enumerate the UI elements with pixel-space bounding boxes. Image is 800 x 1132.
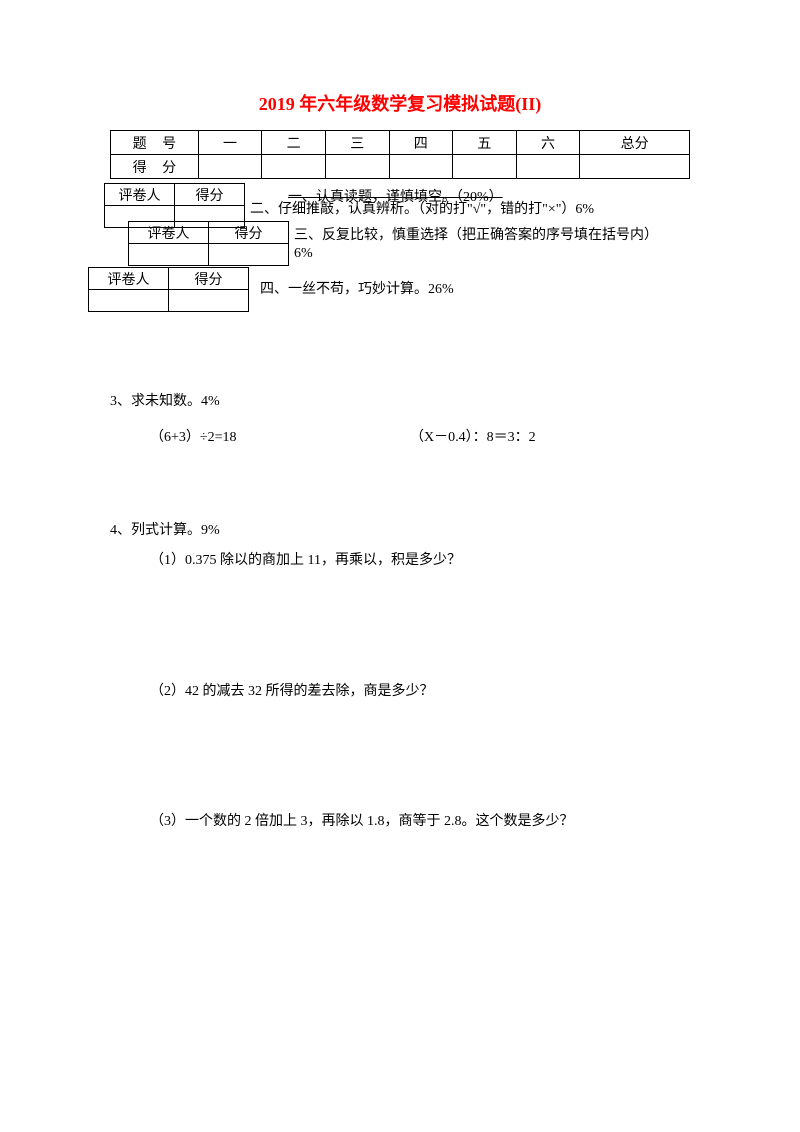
- section-2-text: 二、仔细推敲，认真辨析。（对的打"√"，错的打"×"）6%: [250, 199, 594, 220]
- score-label: 得分: [209, 222, 289, 244]
- score-col: 二: [262, 131, 326, 155]
- q4-heading: 4、列式计算。9%: [110, 520, 690, 542]
- grader-label: 评卷人: [89, 268, 169, 290]
- table-row: 得 分: [111, 155, 690, 179]
- q4-part3: （3）一个数的 2 倍加上 3，再除以 1.8，商等于 2.8。这个数是多少？: [110, 811, 690, 833]
- score-total: 总分: [580, 131, 690, 155]
- grader-label: 评卷人: [105, 184, 175, 206]
- question-3: 3、求未知数。4% （6+3）÷2=18 （X－0.4）：8＝3：2: [110, 391, 690, 450]
- score-cell: [453, 155, 517, 179]
- score-row-label: 得 分: [111, 155, 199, 179]
- table-row: 题 号 一 二 三 四 五 六 总分: [111, 131, 690, 155]
- score-cell: [389, 155, 453, 179]
- score-col: 五: [453, 131, 517, 155]
- score-col: 三: [325, 131, 389, 155]
- score-label: 得分: [169, 268, 249, 290]
- q3-eq1: （6+3）÷2=18: [150, 427, 410, 449]
- score-table: 题 号 一 二 三 四 五 六 总分 得 分: [110, 130, 690, 179]
- score-cell: [262, 155, 326, 179]
- score-col: 六: [516, 131, 580, 155]
- grader-table-2: 评卷人 得分: [128, 221, 289, 266]
- score-label: 得分: [175, 184, 245, 206]
- grader-cell: [129, 244, 209, 266]
- grader-label: 评卷人: [129, 222, 209, 244]
- score-cell: [169, 290, 249, 312]
- question-4: 4、列式计算。9% （1）0.375 除以的商加上 11，再乘以，积是多少？ （…: [110, 520, 690, 834]
- score-cell: [580, 155, 690, 179]
- page-title: 2019 年六年级数学复习模拟试题(II): [110, 90, 690, 116]
- score-cell: [209, 244, 289, 266]
- q3-eq2: （X－0.4）：8＝3：2: [410, 427, 536, 449]
- score-col: 四: [389, 131, 453, 155]
- score-cell: [516, 155, 580, 179]
- q3-heading: 3、求未知数。4%: [110, 391, 690, 413]
- score-cell: [198, 155, 262, 179]
- section-3-text: 三、反复比较，慎重选择（把正确答案的序号填在括号内）: [294, 225, 658, 246]
- grader-table-3: 评卷人 得分: [88, 267, 249, 312]
- score-header-label: 题 号: [111, 131, 199, 155]
- score-cell: [325, 155, 389, 179]
- q4-part1: （1）0.375 除以的商加上 11，再乘以，积是多少？: [110, 550, 690, 572]
- section-3b-text: 6%: [294, 243, 313, 264]
- grader-cell: [89, 290, 169, 312]
- q4-part2: （2）42 的减去 32 所得的差去除，商是多少？: [110, 681, 690, 703]
- score-col: 一: [198, 131, 262, 155]
- section-header-area: 评卷人 得分 一、认真读题，谨慎填空。（20%） 二、仔细推敲，认真辨析。（对的…: [110, 181, 690, 331]
- section-4-text: 四、一丝不苟，巧妙计算。26%: [260, 279, 454, 300]
